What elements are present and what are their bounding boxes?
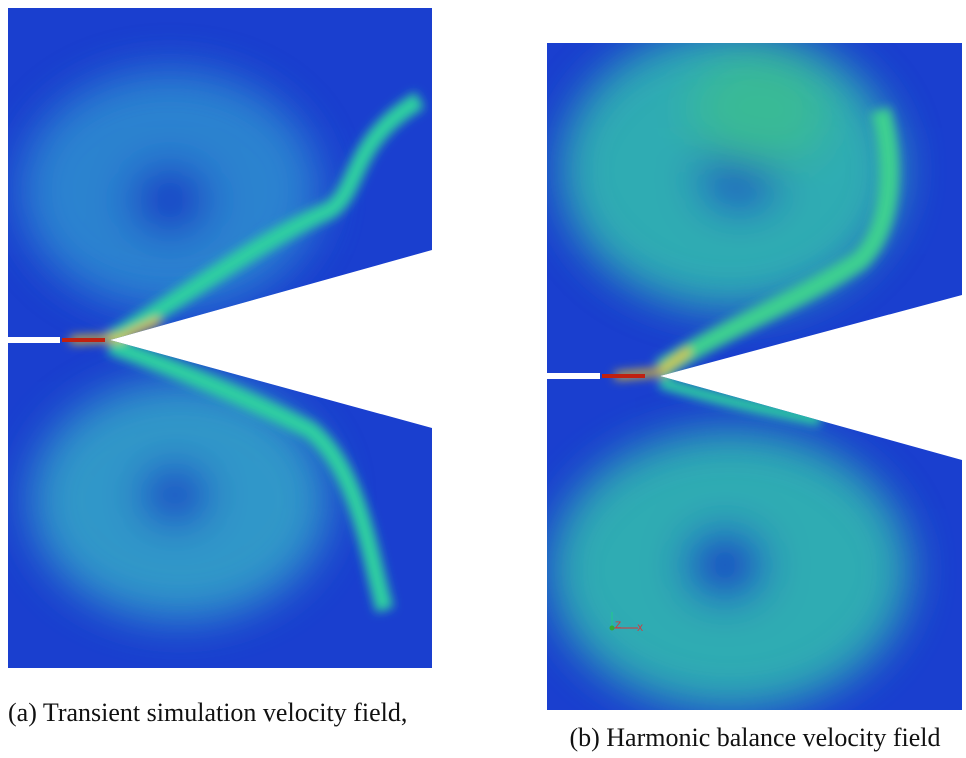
caption: (b) Harmonic balance velocity field	[569, 723, 941, 752]
axis-triad: Z X	[609, 612, 643, 634]
panel-b-field	[547, 43, 962, 710]
axis-label: Z	[615, 621, 621, 631]
panel-a-field	[8, 8, 432, 668]
caption: (a) Transient simulation velocity field,	[8, 698, 408, 727]
axis-label: X	[637, 624, 643, 634]
